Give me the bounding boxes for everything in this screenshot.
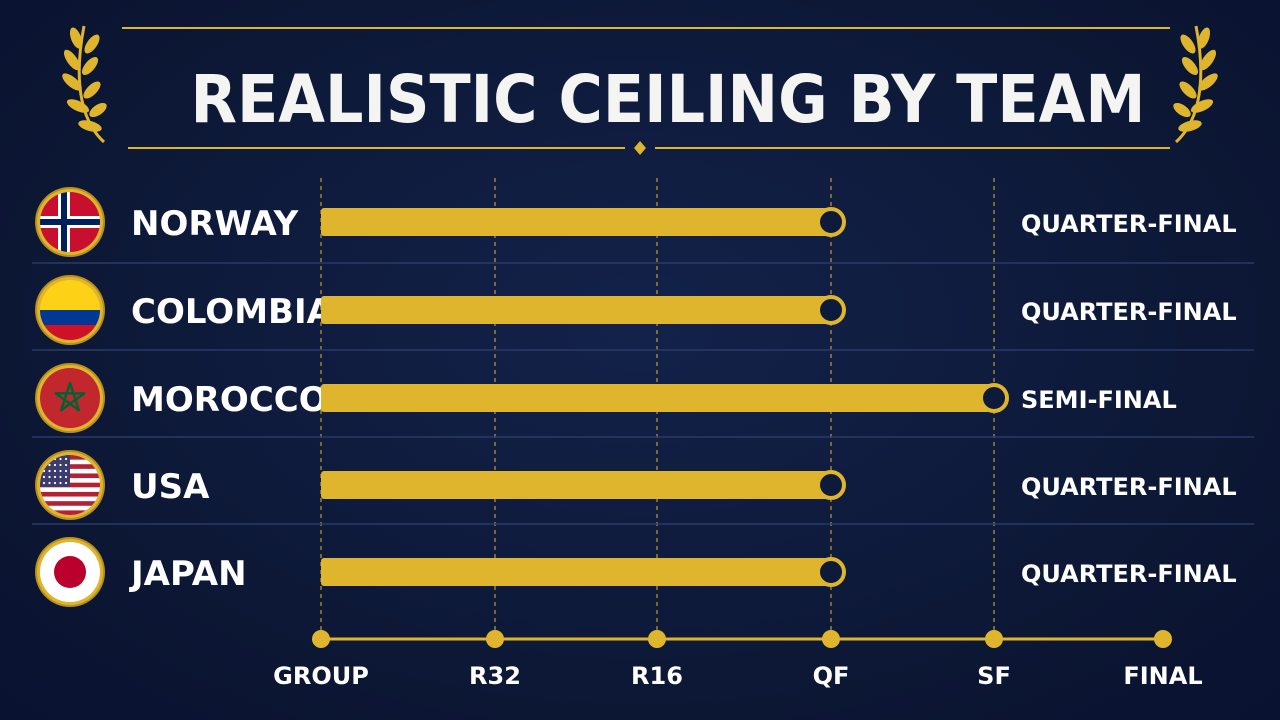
x-axis-tick — [985, 630, 1003, 648]
norway-flag-icon — [35, 187, 105, 257]
x-axis-tick — [312, 630, 330, 648]
bar-end-marker — [816, 295, 846, 325]
x-axis-tick — [486, 630, 504, 648]
japan-flag-icon — [35, 537, 105, 607]
title-frame — [122, 27, 1170, 155]
ceiling-bar — [321, 208, 831, 236]
x-tick-label: GROUP — [273, 662, 369, 690]
team-row: MOROCCO SEMI-FINAL — [35, 363, 1177, 433]
ceiling-label: QUARTER-FINAL — [1021, 560, 1237, 588]
grid-layer — [32, 178, 1254, 630]
ceiling-label: QUARTER-FINAL — [1021, 298, 1237, 326]
chart-title: REALISTIC CEILING BY TEAM — [191, 61, 1146, 138]
morocco-flag-icon — [35, 363, 105, 433]
team-name: NORWAY — [131, 204, 299, 244]
ceiling-label: SEMI-FINAL — [1021, 386, 1177, 414]
team-row: COLOMBIA QUARTER-FINAL — [35, 275, 1237, 345]
rows-layer: NORWAY QUARTER-FINAL COLOMBIA QUARTER-FINAL… — [35, 187, 1237, 607]
ceiling-bar — [321, 296, 831, 324]
x-axis-tick — [648, 630, 666, 648]
x-axis-tick — [822, 630, 840, 648]
ceiling-bar — [321, 384, 994, 412]
colombia-flag-icon — [35, 275, 105, 345]
team-name: JAPAN — [129, 554, 247, 594]
x-tick-label: QF — [813, 662, 850, 690]
title-diamond-icon — [634, 141, 646, 155]
team-row: USA QUARTER-FINAL — [35, 450, 1237, 520]
bar-end-marker — [979, 383, 1009, 413]
x-tick-label: SF — [977, 662, 1011, 690]
ceiling-bar — [321, 471, 831, 499]
laurel-right-icon — [1173, 25, 1218, 144]
x-axis: GROUP R32 R16 QF SF FINAL — [273, 630, 1203, 690]
laurel-left-icon — [62, 25, 107, 144]
bar-end-marker — [816, 207, 846, 237]
team-name: MOROCCO — [131, 380, 328, 420]
ceiling-bar — [321, 558, 831, 586]
bar-end-marker — [816, 557, 846, 587]
x-axis-tick — [1154, 630, 1172, 648]
bar-end-marker — [816, 470, 846, 500]
x-tick-label: FINAL — [1123, 662, 1202, 690]
ceiling-label: QUARTER-FINAL — [1021, 473, 1237, 501]
usa-flag-icon — [35, 450, 105, 520]
team-name: USA — [131, 467, 210, 507]
x-tick-label: R32 — [469, 662, 521, 690]
x-tick-label: R16 — [631, 662, 683, 690]
team-row: NORWAY QUARTER-FINAL — [35, 187, 1237, 257]
team-row: JAPAN QUARTER-FINAL — [35, 537, 1237, 607]
ceiling-label: QUARTER-FINAL — [1021, 210, 1237, 238]
team-name: COLOMBIA — [131, 292, 334, 332]
